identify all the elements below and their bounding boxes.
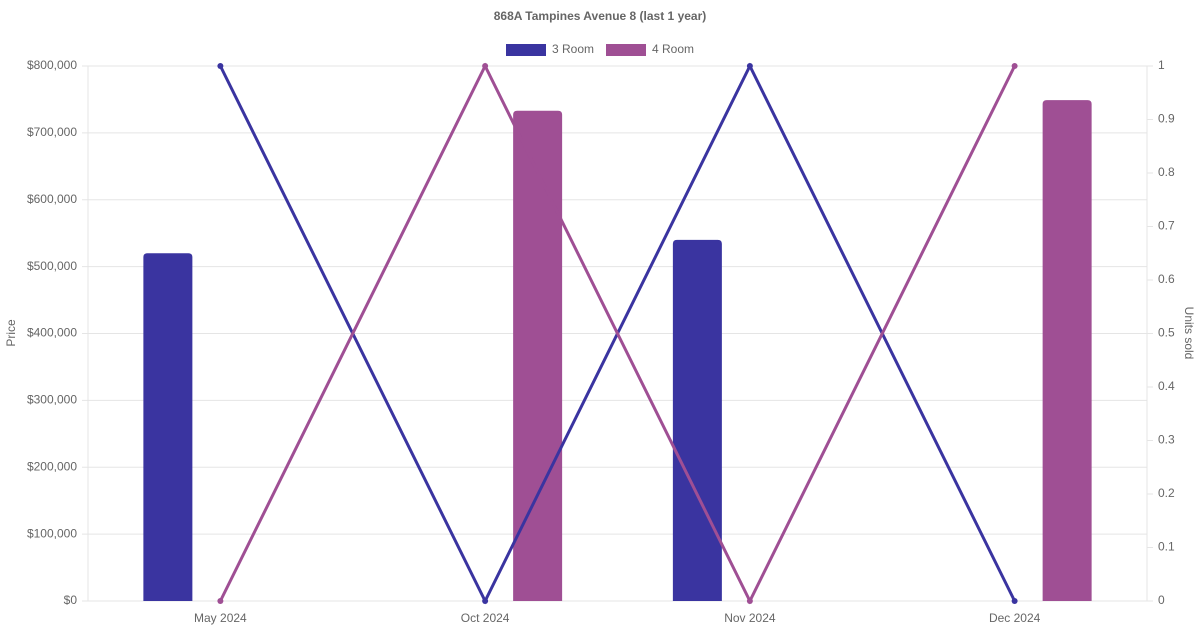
bar xyxy=(143,253,193,601)
legend-label[interactable]: 4 Room xyxy=(652,42,694,56)
y-tick-label: $700,000 xyxy=(27,125,77,139)
y-tick-label: $500,000 xyxy=(27,259,77,273)
line-point xyxy=(217,598,224,604)
legend-label[interactable]: 3 Room xyxy=(552,42,594,56)
y-tick-label: $0 xyxy=(64,593,78,607)
y2-tick-label: 0.8 xyxy=(1158,165,1175,179)
line-point xyxy=(1011,598,1018,604)
x-tick-label: May 2024 xyxy=(194,611,247,625)
y2-tick-label: 0 xyxy=(1158,593,1165,607)
x-tick-label: Nov 2024 xyxy=(724,611,776,625)
line-point xyxy=(1011,63,1018,69)
legend-swatch[interactable] xyxy=(606,44,646,56)
line-point xyxy=(217,63,224,69)
x-tick-label: Oct 2024 xyxy=(461,611,510,625)
line-point xyxy=(482,63,489,69)
legend-swatch[interactable] xyxy=(506,44,546,56)
line-point xyxy=(746,63,753,69)
y-tick-label: $600,000 xyxy=(27,192,77,206)
y-tick-label: $100,000 xyxy=(27,526,77,540)
y-tick-label: $800,000 xyxy=(27,58,77,72)
y-tick-label: $300,000 xyxy=(27,393,77,407)
y2-tick-label: 0.6 xyxy=(1158,272,1175,286)
y-tick-label: $200,000 xyxy=(27,459,77,473)
y2-tick-label: 0.5 xyxy=(1158,326,1175,340)
y2-tick-label: 0.3 xyxy=(1158,433,1175,447)
y2-axis-title: Units sold xyxy=(1182,307,1196,360)
y-axis-title: Price xyxy=(4,319,18,347)
y2-tick-label: 0.2 xyxy=(1158,486,1175,500)
x-tick-label: Dec 2024 xyxy=(989,611,1041,625)
bar xyxy=(1042,100,1092,601)
y2-tick-label: 0.7 xyxy=(1158,219,1175,233)
y2-tick-label: 0.9 xyxy=(1158,112,1175,126)
chart-title: 868A Tampines Avenue 8 (last 1 year) xyxy=(494,9,707,23)
y2-tick-label: 0.1 xyxy=(1158,540,1175,554)
y2-tick-label: 0.4 xyxy=(1158,379,1175,393)
line-point xyxy=(746,598,753,604)
y2-tick-label: 1 xyxy=(1158,58,1165,72)
line xyxy=(219,62,1016,605)
y-tick-label: $400,000 xyxy=(27,326,77,340)
line-point xyxy=(482,598,489,604)
bar xyxy=(672,239,722,601)
bar xyxy=(513,110,563,602)
